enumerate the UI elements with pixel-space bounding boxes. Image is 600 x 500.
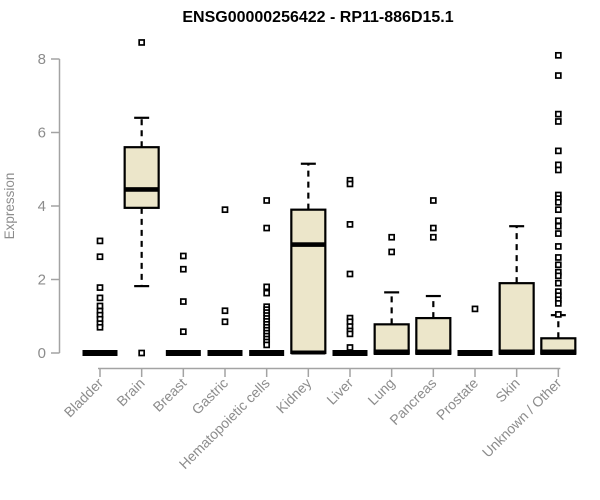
outlier-breast — [179, 298, 187, 305]
median-brain — [124, 187, 159, 192]
outlier-unknown-other — [554, 147, 562, 155]
outlier-unknown-other — [554, 198, 562, 206]
outlier-unknown-other — [554, 300, 562, 307]
boxplot-lung — [373, 233, 410, 355]
outlier-unknown-other — [554, 72, 562, 79]
outlier-lung — [388, 248, 396, 256]
x-axis-label-unknown-other: Unknown / Other — [479, 375, 565, 461]
outlier-hematopoietic-cells — [263, 224, 271, 232]
collapsed-box-hematopoietic-cells — [249, 350, 285, 356]
outlier-hematopoietic-cells — [263, 341, 271, 349]
chart-title: ENSG00000256422 - RP11-886D15.1 — [182, 9, 453, 26]
outlier-unknown-other — [554, 254, 562, 261]
median-lung — [373, 349, 410, 355]
outlier-gastric — [221, 307, 229, 315]
median-pancreas — [415, 349, 452, 355]
outlier-unknown-other — [554, 261, 562, 269]
outlier-lung — [388, 233, 396, 241]
outlier-unknown-other — [554, 279, 562, 287]
outlier-unknown-other — [554, 243, 562, 250]
outlier-pancreas — [429, 233, 437, 241]
outlier-bladder — [96, 302, 104, 310]
outlier-gastric — [221, 206, 229, 214]
outlier-liver — [346, 344, 354, 351]
y-tick-label: 2 — [38, 272, 46, 289]
outlier-unknown-other — [554, 118, 562, 125]
outlier-prostate — [471, 305, 479, 313]
x-axis-label-skin: Skin — [492, 375, 523, 406]
outlier-unknown-other — [554, 217, 562, 225]
y-tick-label: 0 — [38, 345, 46, 362]
outlier-unknown-other — [554, 51, 562, 59]
outlier-bladder — [96, 294, 104, 302]
outlier-bladder — [96, 284, 104, 291]
box-bottom-kidney — [291, 350, 326, 355]
box-brain — [123, 146, 160, 209]
outlier-liver — [346, 221, 354, 228]
box-skin — [498, 282, 535, 355]
outlier-hematopoietic-cells — [263, 197, 271, 204]
median-kidney — [291, 242, 326, 247]
collapsed-box-liver — [332, 350, 368, 356]
boxplot-breast — [165, 252, 201, 356]
median-unknown-other — [540, 349, 577, 355]
x-axis-label-lung: Lung — [364, 375, 397, 408]
outlier-liver — [346, 330, 354, 338]
box-lung — [373, 323, 410, 355]
outlier-liver — [346, 180, 354, 188]
y-axis-title: Expression — [2, 173, 17, 240]
y-tick-label: 6 — [38, 125, 46, 142]
x-axis-label-brain: Brain — [113, 375, 147, 409]
outlier-liver — [346, 270, 354, 278]
boxplot-kidney — [290, 162, 327, 355]
boxplot-pancreas — [415, 197, 452, 355]
outlier-brain — [138, 349, 146, 357]
outlier-brain — [138, 39, 146, 46]
box-kidney — [290, 208, 327, 355]
x-axis-label-prostate: Prostate — [433, 375, 481, 423]
outlier-hematopoietic-cells — [263, 283, 271, 291]
outlier-bladder — [96, 253, 104, 261]
outlier-unknown-other — [554, 110, 562, 118]
outlier-breast — [179, 328, 187, 336]
boxplot-liver — [332, 176, 368, 356]
outlier-unknown-other — [554, 161, 562, 169]
boxplot-hematopoietic-cells — [249, 197, 285, 356]
collapsed-box-gastric — [207, 350, 243, 356]
median-skin — [498, 349, 535, 355]
plot-area — [82, 39, 577, 357]
y-tick-label: 8 — [38, 51, 46, 68]
outlier-unknown-other — [554, 206, 562, 214]
outlier-pancreas — [429, 197, 437, 204]
boxplot-prostate — [457, 305, 493, 356]
y-tick-label: 4 — [38, 198, 46, 215]
outlier-bladder — [96, 323, 104, 331]
outlier-pancreas — [429, 224, 437, 232]
outlier-unknown-other — [554, 311, 562, 318]
x-axis-label-liver: Liver — [323, 375, 356, 408]
collapsed-box-bladder — [82, 350, 118, 356]
x-axis-label-kidney: Kidney — [273, 375, 315, 417]
outlier-bladder — [96, 237, 104, 245]
boxplot-unknown-other — [540, 51, 577, 355]
boxplot-skin — [498, 225, 535, 355]
boxplot-brain — [123, 39, 160, 357]
outlier-breast — [179, 252, 187, 260]
collapsed-box-breast — [165, 350, 201, 356]
x-axis-label-breast: Breast — [150, 375, 190, 415]
collapsed-box-prostate — [457, 350, 493, 356]
outlier-unknown-other — [554, 222, 562, 230]
boxplot-gastric — [207, 206, 243, 356]
boxplot-bladder — [82, 237, 118, 356]
outlier-breast — [179, 265, 187, 273]
outlier-unknown-other — [554, 166, 562, 174]
outlier-gastric — [221, 318, 229, 326]
box-pancreas — [415, 316, 452, 355]
outlier-hematopoietic-cells — [263, 289, 271, 297]
outlier-unknown-other — [554, 230, 562, 237]
outlier-unknown-other — [554, 272, 562, 280]
x-axis-label-bladder: Bladder — [61, 375, 107, 421]
